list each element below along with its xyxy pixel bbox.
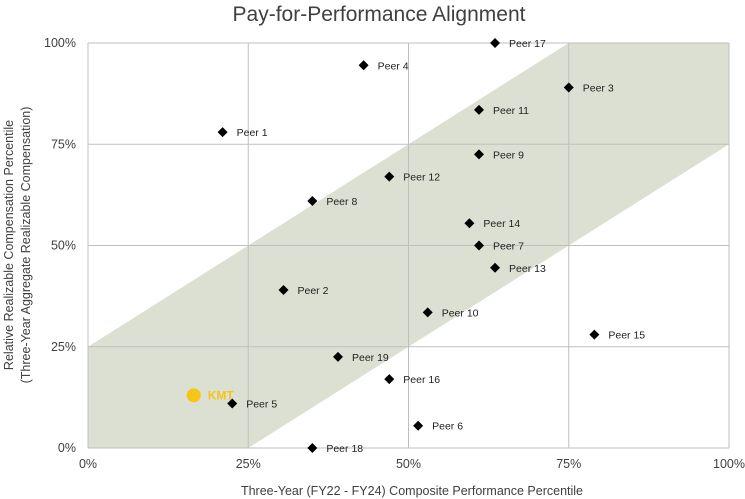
x-tick-label: 75% <box>556 457 581 471</box>
peer-point-label: Peer 11 <box>493 105 529 117</box>
peer-point-label: Peer 3 <box>583 83 614 95</box>
peer-point-label: Peer 10 <box>442 307 479 319</box>
peer-point-label: Peer 17 <box>509 38 546 50</box>
y-tick-label: 75% <box>51 137 76 151</box>
peer-point-label: Peer 2 <box>298 285 329 297</box>
x-tick-label: 0% <box>79 457 97 471</box>
peer-point-marker <box>589 329 600 340</box>
peer-point-marker <box>413 420 424 431</box>
x-tick-label: 25% <box>236 457 261 471</box>
peer-point-label: Peer 5 <box>246 398 277 410</box>
peer-point-label: Peer 16 <box>403 374 440 386</box>
peer-point-label: Peer 15 <box>608 330 645 342</box>
peer-point-marker <box>227 398 238 409</box>
peer-point-marker <box>474 104 485 115</box>
peer-point-marker <box>332 351 343 362</box>
kmt-point-marker <box>186 388 201 403</box>
peer-point-marker <box>307 195 318 206</box>
peer-point-marker <box>358 60 369 71</box>
y-tick-label: 50% <box>51 239 76 253</box>
peer-point-label: Peer 9 <box>493 149 524 161</box>
y-tick-label: 100% <box>44 36 76 50</box>
chart-title: Pay-for-Performance Alignment <box>233 3 526 26</box>
plot-area: 0% 25% 50% 75% 100% 0% 25% 50% 75% 100% Peer 17 Pee… <box>44 36 745 471</box>
peer-point-marker <box>278 285 289 296</box>
peer-point-marker <box>307 443 318 453</box>
peer-point-marker <box>384 374 395 385</box>
peer-point-marker <box>563 82 574 93</box>
peer-point-marker <box>490 38 501 48</box>
x-axis-label: Three-Year (FY22 - FY24) Composite Perfo… <box>241 484 583 498</box>
peer-point-marker <box>464 218 475 229</box>
peer-point-marker <box>490 262 501 273</box>
x-tick-label: 50% <box>396 457 421 471</box>
peer-point-marker <box>384 171 395 182</box>
y-tick-label: 0% <box>58 441 76 455</box>
peer-point-label: Peer 6 <box>432 421 463 433</box>
peer-point-marker <box>474 149 485 160</box>
peer-point-label: Peer 4 <box>378 60 409 72</box>
peer-point-marker <box>474 240 485 251</box>
peer-point-label: Peer 8 <box>326 196 357 208</box>
peer-point-label: Peer 19 <box>352 352 389 364</box>
y-tick-label: 25% <box>51 340 76 354</box>
peer-point-label: Peer 12 <box>403 172 440 184</box>
y-axis-label-line-1: Relative Realizable Compensation Percent… <box>2 120 16 370</box>
peer-point-marker <box>422 307 433 318</box>
peer-point-label: Peer 7 <box>493 241 524 253</box>
y-axis-label-line-2: (Three-Year Aggregate Realizable Compens… <box>19 107 33 384</box>
peer-point-label: Peer 14 <box>483 218 520 230</box>
peer-point-label: Peer 18 <box>326 443 363 455</box>
peer-point-marker <box>217 127 228 138</box>
peer-point-label: Peer 13 <box>509 263 546 275</box>
peer-point-label: Peer 1 <box>237 127 268 139</box>
kmt-point-label: KMT <box>208 388 235 402</box>
x-tick-label: 100% <box>713 457 745 471</box>
